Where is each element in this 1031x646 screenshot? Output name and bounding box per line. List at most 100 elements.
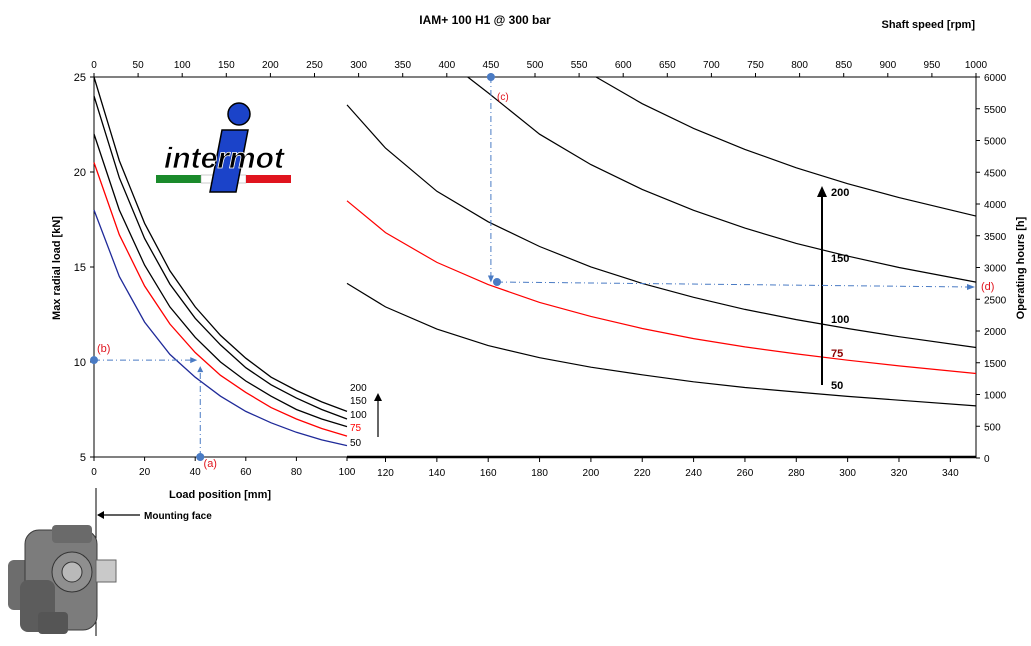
right-y-tick-label: 4500 [984,168,1007,179]
right-x-tick-label: 340 [942,468,959,479]
right-series-line-150 [467,76,977,283]
right-y-tick-label: 5000 [984,137,1007,148]
right-series-line-100 [346,104,977,349]
shaft-speed-tick-label: 350 [394,60,411,71]
example-arrowhead-b [190,357,198,364]
right-y-tick-label: 6000 [984,73,1007,84]
shaft-speed-tick-label: 300 [350,60,367,71]
left-series-line-100 [93,133,348,428]
right-y-tick-label: 0 [984,454,990,465]
shaft-speed-tick-label: 1000 [965,60,988,71]
right-x-tick-label: 300 [839,468,856,479]
logo-wordmark: intermot [164,142,286,175]
left-legend-50: 50 [350,438,362,449]
right-legend-100: 100 [831,314,849,326]
shaft-speed-tick-label: 650 [659,60,676,71]
right-y-tick-label: 5500 [984,105,1007,116]
right-series-line-200 [595,76,977,217]
right-y-tick-label: 1500 [984,359,1007,370]
right-y-tick-label: 2500 [984,295,1007,306]
right-x-tick-label: 140 [429,468,446,479]
shaft-speed-tick-label: 0 [91,60,97,71]
shaft-speed-tick-label: 700 [703,60,720,71]
marker-c [486,73,495,81]
marker-red-curve [493,278,501,286]
left-x-tick-label: 20 [139,467,151,478]
shaft-speed-tick-label: 200 [262,60,279,71]
annotation-c: (c) [497,92,509,103]
marker-b [90,356,98,365]
shaft-speed-tick-label: 900 [879,60,896,71]
shaft-speed-tick-label: 150 [218,60,235,71]
chart-title: IAM+ 100 H1 @ 300 bar [419,13,551,27]
right-series-line-75 [346,200,977,375]
right-y-tick-label: 3000 [984,264,1007,275]
annotation-d: (d) [981,281,994,293]
shaft-speed-tick-label: 400 [438,60,455,71]
right-legend-50: 50 [831,380,843,392]
top-axis-label: Shaft speed [rpm] [881,19,975,31]
left-legend-75: 75 [350,423,362,434]
logo-flag-green [156,175,201,183]
left-y-tick-label: 15 [74,262,86,274]
left-x-axis-label: Load position [mm] [169,489,271,501]
right-x-tick-label: 240 [685,468,702,479]
shaft-speed-tick-label: 850 [835,60,852,71]
shaft-speed-tick-label: 750 [747,60,764,71]
annotation-b: (b) [97,343,110,355]
example-arrowhead-c [487,275,494,283]
right-legend-arrowhead [817,186,827,197]
right-y-axis-label: Operating hours [h] [1015,216,1027,319]
example-arrowhead-a [197,366,204,373]
annotation-a: (a) [204,458,217,470]
left-y-tick-label: 5 [80,452,86,464]
shaft-speed-tick-label: 500 [527,60,544,71]
left-y-tick-label: 25 [74,72,86,84]
right-x-tick-label: 280 [788,468,805,479]
right-x-tick-label: 220 [634,468,651,479]
right-y-tick-label: 1000 [984,391,1007,402]
logo-flag-red [246,175,291,183]
logo-i-stem [209,129,249,193]
right-y-tick-label: 2000 [984,327,1007,338]
shaft-speed-tick-label: 450 [483,60,500,71]
left-x-tick-label: 0 [91,467,97,478]
shaft-speed-tick-label: 100 [174,60,191,71]
logo-i-dot [227,102,251,126]
left-x-tick-label: 100 [339,467,356,478]
marker-a [196,453,205,461]
hydraulic-motor-image [8,525,117,634]
shaft-speed-tick-label: 250 [306,60,323,71]
right-x-tick-label: 160 [480,468,497,479]
right-legend-200: 200 [831,187,849,199]
intermot-logo: intermot [156,102,291,193]
right-y-tick-label: 500 [984,422,1001,433]
right-x-tick-label: 200 [583,468,600,479]
left-series-line-50 [93,209,348,447]
left-series-line-200 [93,76,348,413]
left-y-tick-label: 20 [74,167,86,179]
mounting-face-arrowhead [97,511,104,519]
left-legend-100: 100 [350,410,367,421]
right-y-tick-label: 4000 [984,200,1007,211]
example-arrowhead-d [967,284,975,290]
right-x-tick-label: 120 [377,468,394,479]
left-y-axis-label: Max radial load [kN] [51,216,63,320]
left-x-tick-label: 60 [240,467,252,478]
example-path-d [496,281,971,288]
shaft-speed-tick-label: 950 [924,60,941,71]
left-x-tick-label: 80 [291,467,303,478]
shaft-speed-tick-label: 600 [615,60,632,71]
left-series-line-150 [93,95,348,420]
right-x-tick-label: 320 [891,468,908,479]
left-x-tick-label: 40 [190,467,202,478]
shaft-speed-tick-label: 800 [791,60,808,71]
right-x-tick-label: 180 [531,468,548,479]
left-legend-150: 150 [350,396,367,407]
right-series-line-50 [346,282,977,407]
left-series-line-75 [93,162,348,437]
right-legend-75: 75 [831,348,843,360]
left-legend-arrowhead [374,393,382,401]
